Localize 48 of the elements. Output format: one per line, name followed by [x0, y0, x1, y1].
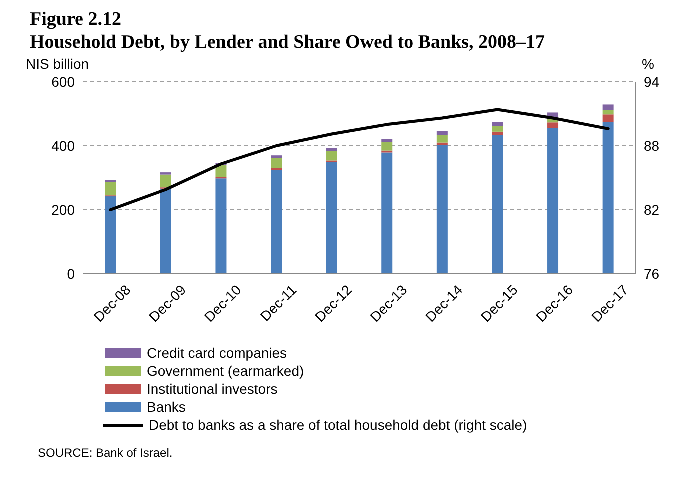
- bar: [216, 166, 227, 178]
- bar: [602, 122, 614, 274]
- bar: [492, 126, 504, 132]
- bar: [436, 145, 448, 274]
- bar: [602, 110, 614, 115]
- y2-tick-label: 82: [644, 202, 660, 218]
- bar: [271, 170, 282, 274]
- bar: [492, 122, 504, 126]
- legend-label: Institutional investors: [147, 380, 278, 398]
- legend-label: Credit card companies: [147, 344, 288, 362]
- y-axis-title: NIS billion: [26, 56, 90, 72]
- bar: [160, 188, 172, 274]
- y-tick-label: 200: [52, 202, 76, 218]
- y-tick-label: 400: [52, 138, 76, 154]
- bar: [160, 174, 172, 188]
- bar: [548, 122, 559, 128]
- bar: [382, 139, 393, 142]
- y2-tick-label: 88: [644, 138, 660, 154]
- bar: [436, 135, 448, 143]
- bar: [326, 162, 338, 274]
- chart-title: Figure 2.12: [30, 8, 122, 31]
- bar: [105, 196, 116, 274]
- legend-label: Banks: [147, 398, 186, 416]
- source-note: SOURCE: Bank of Israel.: [38, 446, 174, 460]
- bar: [382, 152, 393, 274]
- bar: [492, 132, 504, 136]
- legend-label: Government (earmarked): [147, 362, 304, 380]
- bar: [436, 142, 448, 146]
- y2-axis-title: %: [642, 56, 654, 72]
- y-tick-label: 0: [67, 266, 76, 282]
- bar: [271, 158, 282, 168]
- line-series: [109, 108, 610, 212]
- bar: [602, 114, 614, 122]
- bar: [548, 128, 559, 274]
- bar: [382, 142, 393, 151]
- bar: [492, 135, 504, 274]
- bar: [436, 131, 448, 136]
- bar: [326, 151, 338, 161]
- legend-label: Debt to banks as a share of total household debt (right scale): [149, 416, 528, 434]
- y2-tick-label: 76: [644, 266, 660, 282]
- y-tick-label: 600: [52, 74, 76, 90]
- y2-tick-label: 94: [644, 74, 660, 90]
- chart-subtitle: Household Debt, by Lender and Share Owed to Banks, 2008–17: [30, 31, 546, 54]
- bar: [602, 104, 614, 110]
- bar: [105, 182, 116, 196]
- bar: [326, 148, 338, 152]
- bar: [216, 178, 227, 274]
- bar: [271, 156, 282, 158]
